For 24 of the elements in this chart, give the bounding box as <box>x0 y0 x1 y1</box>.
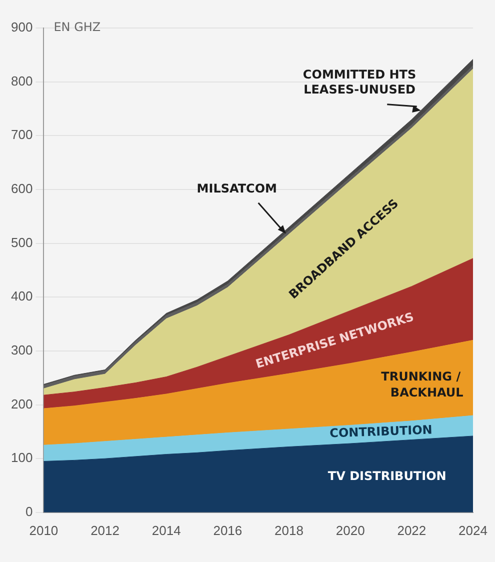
series-label: TV DISTRIBUTION <box>328 468 446 483</box>
y-tick-label: 100 <box>10 450 33 466</box>
x-tick-label: 2022 <box>397 522 426 538</box>
series-label: COMMITTED HTS LEASES-UNUSED <box>302 67 416 96</box>
x-tick-label: 2010 <box>29 522 58 538</box>
x-tick-label: 2014 <box>152 522 181 538</box>
y-tick-label: 700 <box>10 127 33 142</box>
y-tick-label: 0 <box>25 504 33 519</box>
x-tick-label: 2020 <box>336 522 365 538</box>
y-axis-title: EN GHZ <box>54 20 101 34</box>
y-tick-label: 500 <box>10 234 33 250</box>
y-tick-label: 800 <box>10 73 33 88</box>
series-label: TRUNKING / BACKHAUL <box>381 369 464 400</box>
x-tick-label: 2018 <box>274 522 304 538</box>
y-tick-label: 900 <box>10 20 33 35</box>
x-tick-label: 2016 <box>213 522 242 538</box>
x-tick-label: 2024 <box>458 522 488 538</box>
y-tick-label: 400 <box>10 288 33 304</box>
x-tick-label: 2012 <box>90 522 120 538</box>
y-tick-label: 300 <box>10 342 33 358</box>
y-tick-label: 200 <box>10 396 33 412</box>
y-tick-label: 600 <box>10 181 33 196</box>
series-label: CONTRIBUTION <box>329 422 433 440</box>
text: MILSATCOM <box>196 182 277 196</box>
